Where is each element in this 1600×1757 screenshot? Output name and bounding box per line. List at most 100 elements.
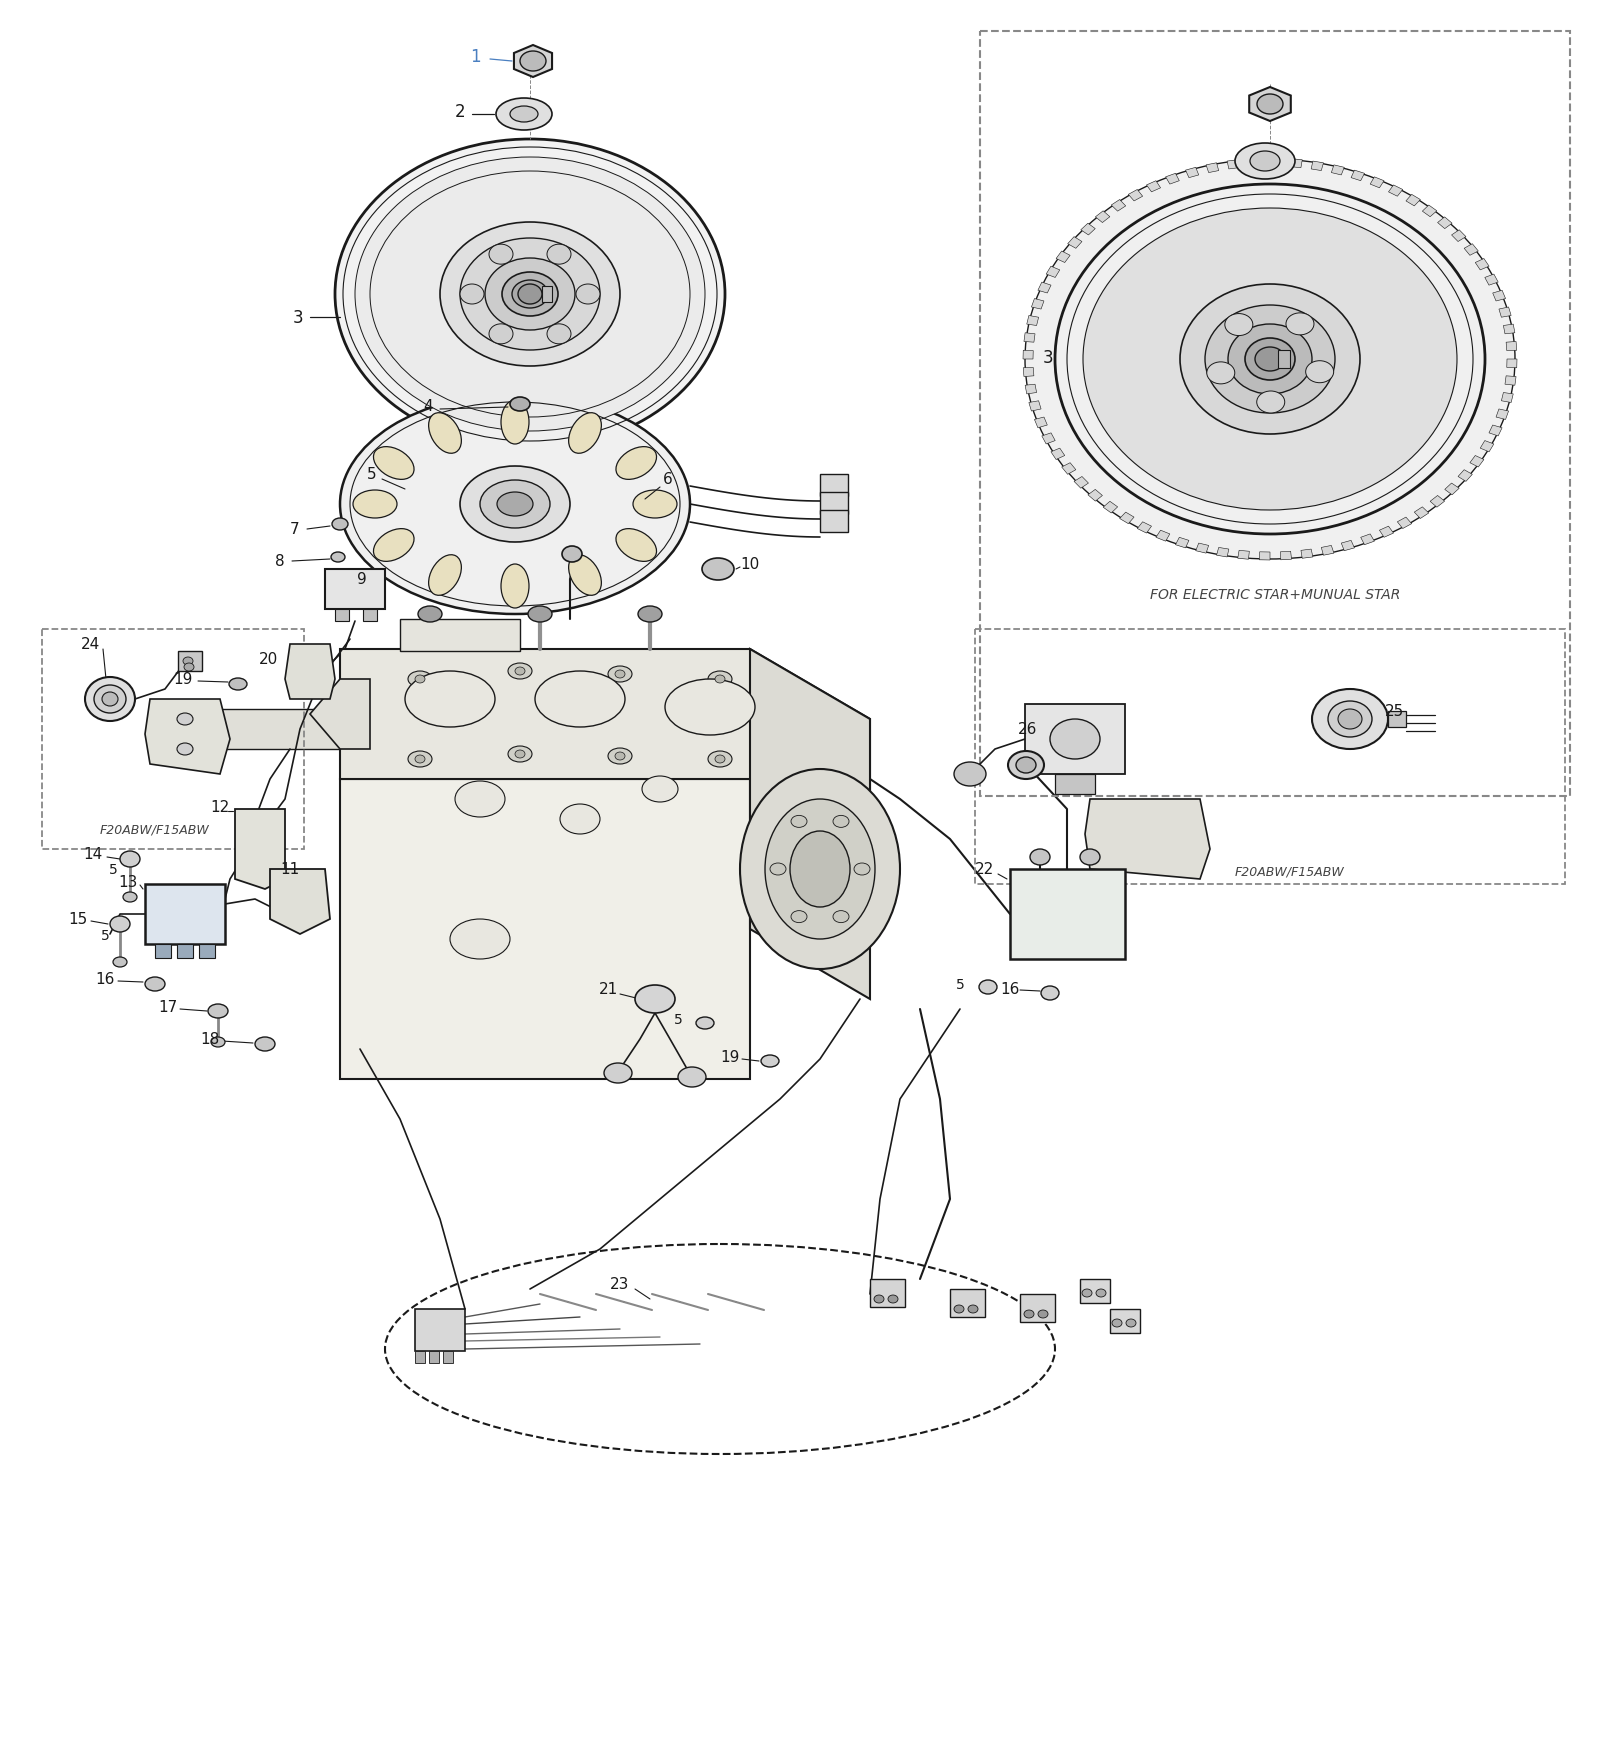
Ellipse shape <box>547 244 571 265</box>
Bar <box>950 1290 986 1318</box>
Text: 7: 7 <box>290 522 299 538</box>
Ellipse shape <box>102 692 118 706</box>
Ellipse shape <box>429 555 461 596</box>
Text: 5: 5 <box>366 467 378 481</box>
Polygon shape <box>1206 163 1219 174</box>
Ellipse shape <box>496 98 552 132</box>
Ellipse shape <box>702 559 734 580</box>
Bar <box>42 629 304 850</box>
Polygon shape <box>1291 160 1302 169</box>
Polygon shape <box>270 870 330 935</box>
Polygon shape <box>1195 543 1208 553</box>
Polygon shape <box>1422 206 1437 218</box>
Ellipse shape <box>414 756 426 764</box>
Ellipse shape <box>1082 1290 1091 1297</box>
Ellipse shape <box>512 281 547 309</box>
Polygon shape <box>1270 158 1280 167</box>
Polygon shape <box>1341 541 1355 552</box>
Ellipse shape <box>1245 339 1294 381</box>
Polygon shape <box>1301 550 1314 559</box>
Polygon shape <box>1310 162 1323 172</box>
Ellipse shape <box>85 678 134 722</box>
Bar <box>443 1351 453 1363</box>
Ellipse shape <box>461 239 600 351</box>
Ellipse shape <box>1016 757 1037 773</box>
Polygon shape <box>514 46 552 77</box>
Polygon shape <box>542 286 552 302</box>
Ellipse shape <box>1030 850 1050 866</box>
Ellipse shape <box>120 852 141 868</box>
Bar <box>819 511 848 532</box>
Polygon shape <box>1496 409 1509 420</box>
Polygon shape <box>400 620 520 652</box>
Ellipse shape <box>405 671 494 727</box>
Polygon shape <box>1501 394 1514 404</box>
Ellipse shape <box>1229 325 1312 395</box>
Polygon shape <box>1035 418 1048 429</box>
Bar <box>414 1351 426 1363</box>
Ellipse shape <box>510 397 530 411</box>
Ellipse shape <box>560 805 600 835</box>
Text: 25: 25 <box>1386 705 1405 719</box>
Bar <box>414 1309 466 1351</box>
Bar <box>178 945 194 959</box>
Bar <box>819 474 848 497</box>
Ellipse shape <box>502 272 558 316</box>
Ellipse shape <box>954 1305 963 1312</box>
Text: 14: 14 <box>83 847 102 863</box>
Ellipse shape <box>211 1037 226 1047</box>
Polygon shape <box>1485 274 1498 286</box>
Ellipse shape <box>498 492 533 517</box>
Ellipse shape <box>765 799 875 940</box>
Text: F20ABW/F15ABW: F20ABW/F15ABW <box>101 822 210 836</box>
Polygon shape <box>1506 376 1517 387</box>
Ellipse shape <box>1258 95 1283 114</box>
Polygon shape <box>1507 360 1517 369</box>
Ellipse shape <box>178 743 194 756</box>
Bar <box>1010 870 1125 959</box>
Polygon shape <box>339 650 870 819</box>
Text: 23: 23 <box>610 1277 630 1291</box>
Polygon shape <box>1250 88 1291 121</box>
Polygon shape <box>1088 490 1102 503</box>
Ellipse shape <box>1042 986 1059 1000</box>
Ellipse shape <box>616 529 656 562</box>
Polygon shape <box>339 780 750 1079</box>
Ellipse shape <box>510 107 538 123</box>
Polygon shape <box>235 810 285 889</box>
Polygon shape <box>1370 177 1384 188</box>
Polygon shape <box>1062 464 1075 474</box>
Polygon shape <box>1414 508 1429 518</box>
Text: 2: 2 <box>454 104 466 121</box>
Polygon shape <box>1024 334 1035 343</box>
Ellipse shape <box>184 664 194 671</box>
Text: 21: 21 <box>598 982 618 996</box>
Ellipse shape <box>568 413 602 453</box>
Ellipse shape <box>739 770 899 970</box>
Ellipse shape <box>94 685 126 713</box>
Polygon shape <box>1470 457 1483 467</box>
Polygon shape <box>1216 548 1229 557</box>
Ellipse shape <box>501 401 530 445</box>
Polygon shape <box>1120 513 1134 524</box>
Ellipse shape <box>440 223 621 367</box>
Polygon shape <box>1186 169 1198 179</box>
Polygon shape <box>1490 425 1502 437</box>
Ellipse shape <box>1206 362 1235 385</box>
Polygon shape <box>146 699 230 775</box>
Ellipse shape <box>355 158 706 432</box>
Polygon shape <box>1499 307 1510 318</box>
Polygon shape <box>1080 225 1096 235</box>
Ellipse shape <box>1312 689 1389 750</box>
Polygon shape <box>1026 385 1037 395</box>
Ellipse shape <box>354 490 397 518</box>
Bar <box>1080 1279 1110 1304</box>
Ellipse shape <box>1026 160 1515 560</box>
Ellipse shape <box>1205 306 1334 413</box>
Polygon shape <box>1278 351 1290 369</box>
Ellipse shape <box>1181 285 1360 434</box>
Text: 8: 8 <box>275 553 285 569</box>
Polygon shape <box>1389 186 1403 197</box>
Ellipse shape <box>1306 362 1334 383</box>
Ellipse shape <box>707 752 733 768</box>
